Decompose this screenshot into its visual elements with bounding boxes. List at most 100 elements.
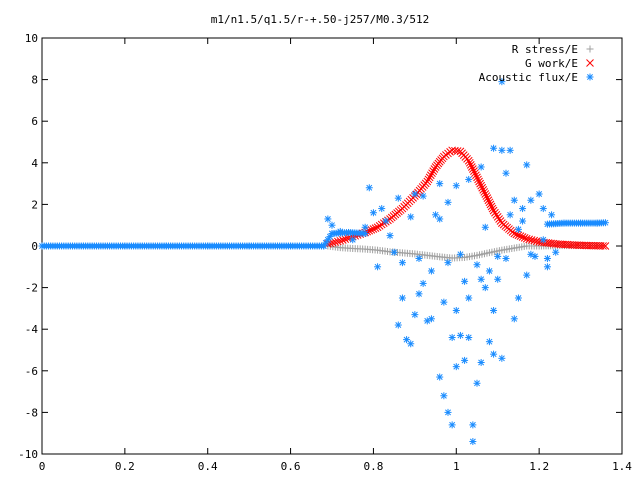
- data-point: [543, 254, 551, 262]
- data-point: [398, 294, 406, 302]
- data-point: [411, 190, 419, 198]
- data-point: [336, 227, 344, 235]
- data-point: [415, 254, 423, 262]
- data-point: [469, 165, 477, 173]
- data-point: [498, 146, 506, 154]
- data-point: [530, 236, 539, 245]
- data-point: [514, 294, 522, 302]
- data-point: [407, 340, 415, 348]
- data-point: [477, 181, 485, 190]
- data-point: [506, 146, 514, 154]
- y-tick-label: -2: [25, 282, 38, 295]
- y-tick-label: 6: [31, 115, 38, 128]
- data-point: [471, 169, 479, 178]
- data-point: [518, 233, 527, 241]
- x-tick-label: 0.8: [363, 460, 383, 473]
- data-point: [382, 217, 390, 225]
- data-point: [436, 215, 444, 223]
- data-point: [477, 358, 485, 366]
- series-1: [324, 146, 610, 250]
- data-point: [514, 225, 522, 233]
- data-point: [519, 205, 527, 213]
- data-point: [349, 236, 357, 244]
- y-tick-label: 2: [31, 198, 38, 211]
- data-series: [38, 78, 610, 446]
- data-point: [477, 275, 485, 283]
- y-tick-label: -10: [18, 448, 38, 461]
- legend-marker: [586, 73, 594, 81]
- data-point: [341, 235, 350, 243]
- data-point: [386, 232, 394, 240]
- y-tick-label: -4: [25, 323, 39, 336]
- data-point: [425, 173, 434, 182]
- data-point: [394, 194, 402, 202]
- chart-title: m1/n1.5/q1.5/r-+.50-j257/M0.3/512: [211, 13, 430, 26]
- axes: 0 0.2 0.4 0.6 0.8 1 1.2 1.4 -10 -8 -6 -4 -2 0 2 4 6 8 10: [18, 32, 632, 473]
- data-point: [461, 277, 469, 285]
- data-point: [324, 215, 332, 223]
- data-point: [510, 196, 518, 204]
- data-point: [365, 184, 373, 192]
- data-point: [525, 235, 534, 244]
- data-point: [485, 338, 493, 346]
- y-tick-label: 8: [31, 74, 38, 87]
- data-point: [599, 242, 607, 250]
- data-point: [490, 306, 498, 314]
- data-point: [484, 196, 493, 205]
- x-tick-label: 1: [453, 460, 460, 473]
- data-point: [448, 334, 456, 342]
- data-point: [519, 217, 527, 225]
- data-point: [479, 185, 488, 194]
- data-point: [444, 198, 452, 206]
- data-point: [516, 232, 525, 240]
- data-point: [485, 198, 494, 207]
- data-point: [378, 205, 386, 213]
- data-point: [429, 167, 438, 175]
- data-point: [481, 223, 489, 231]
- data-point: [506, 211, 514, 219]
- data-point: [532, 237, 541, 246]
- y-tick-label: 4: [31, 157, 38, 170]
- data-point: [527, 236, 536, 244]
- data-point: [336, 236, 345, 245]
- data-point: [552, 248, 560, 256]
- data-point: [466, 161, 475, 169]
- data-point: [428, 169, 436, 178]
- data-point: [411, 311, 419, 319]
- data-point: [483, 194, 492, 203]
- data-point: [473, 173, 481, 182]
- data-point: [371, 224, 380, 233]
- data-point: [539, 205, 547, 213]
- data-point: [369, 209, 377, 217]
- data-point: [485, 267, 493, 275]
- data-point: [520, 233, 529, 242]
- x-tick-label: 0: [39, 460, 46, 473]
- y-tick-label: -8: [25, 406, 38, 419]
- y-tick-label: -6: [25, 365, 38, 378]
- data-point: [444, 408, 452, 416]
- y-tick-label: 0: [31, 240, 38, 253]
- data-point: [543, 263, 551, 271]
- data-point: [465, 158, 474, 167]
- data-point: [361, 223, 369, 231]
- data-point: [343, 234, 352, 243]
- data-point: [394, 321, 402, 329]
- data-point: [494, 252, 502, 260]
- data-point: [427, 315, 435, 323]
- data-point: [477, 163, 485, 171]
- data-point: [333, 237, 342, 246]
- data-point: [510, 315, 518, 323]
- data-point: [490, 144, 498, 152]
- data-point: [522, 234, 531, 243]
- data-point: [473, 379, 481, 387]
- data-point: [430, 165, 439, 173]
- data-point: [539, 236, 547, 244]
- data-point: [452, 306, 460, 314]
- data-point: [469, 421, 477, 429]
- data-point: [407, 213, 415, 221]
- x-tick-label: 0.6: [281, 460, 301, 473]
- data-point: [481, 284, 489, 292]
- data-point: [469, 438, 477, 446]
- data-point: [548, 211, 556, 219]
